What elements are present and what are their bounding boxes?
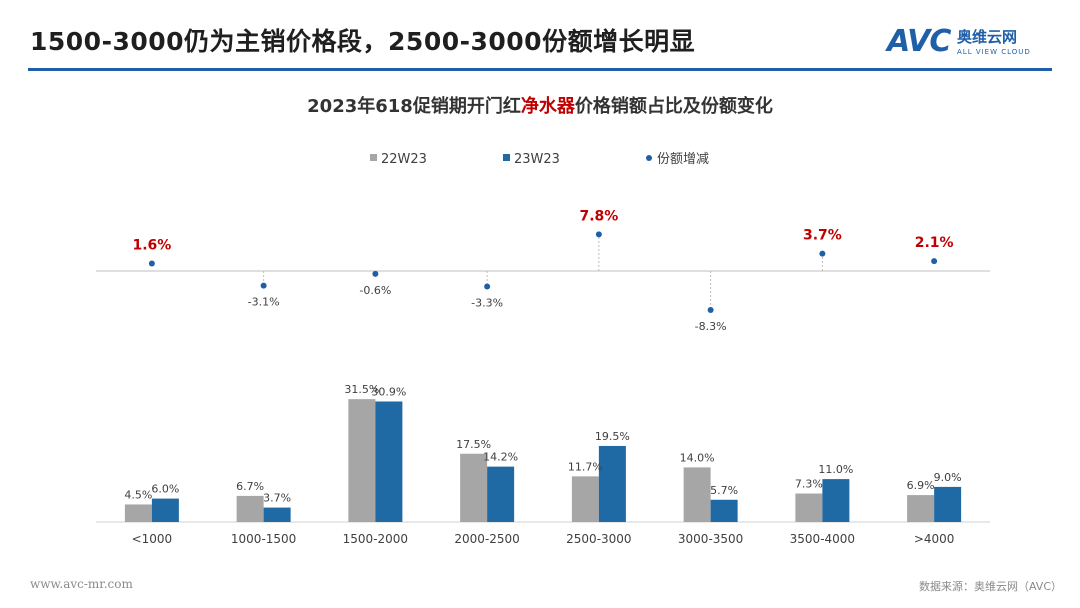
footer-source: 数据来源：奥维云网（AVC） xyxy=(918,580,1062,593)
bar-23w23 xyxy=(263,507,291,522)
avc-logo: AVC 奥维云网 ALL VIEW CLOUD xyxy=(887,24,1052,64)
logo-cn-text: 奥维云网 xyxy=(957,28,1018,46)
legend-share-change-swatch xyxy=(646,155,652,161)
category-tick-label: 1500-2000 xyxy=(343,532,408,546)
legend-23w23-label: 23W23 xyxy=(514,152,560,167)
share-dot xyxy=(931,258,938,265)
category-tick-label: >4000 xyxy=(914,532,955,546)
share-dot xyxy=(484,283,491,290)
legend-share-change-label: 份额增减 xyxy=(657,152,709,167)
share-label: -3.3% xyxy=(471,297,503,310)
share-dot xyxy=(819,250,826,257)
category-tick-label: 3500-4000 xyxy=(790,532,855,546)
bar-23w23 xyxy=(710,499,738,522)
category-tick-label: <1000 xyxy=(132,532,173,546)
legend-22w23-swatch xyxy=(370,154,377,161)
bar-23w23 xyxy=(151,498,179,522)
footer-website: www.avc-mr.com xyxy=(30,577,133,591)
bar-label-22w23: 7.3% xyxy=(795,478,823,491)
bar-22w23 xyxy=(460,453,488,522)
bar-label-22w23: 4.5% xyxy=(124,488,152,501)
category-tick-label: 3000-3500 xyxy=(678,532,743,546)
bar-label-23w23: 30.9% xyxy=(371,385,406,398)
share-label: -8.3% xyxy=(695,320,727,333)
share-label: 7.8% xyxy=(579,208,618,224)
share-label: 2.1% xyxy=(915,235,954,251)
header-rule xyxy=(28,68,1052,71)
category-tick-label: 2000-2500 xyxy=(454,532,519,546)
bar-22w23 xyxy=(571,476,599,522)
share-dot xyxy=(595,231,602,238)
bar-22w23 xyxy=(683,467,711,522)
chart-title-highlight: 净水器 xyxy=(520,96,575,117)
bar-label-23w23: 19.5% xyxy=(595,430,630,443)
logo-en-text: ALL VIEW CLOUD xyxy=(957,48,1031,56)
bar-label-22w23: 31.5% xyxy=(344,383,379,396)
legend-23w23-swatch xyxy=(503,154,510,161)
bar-23w23 xyxy=(375,401,403,522)
bar-23w23 xyxy=(934,486,962,522)
bar-22w23 xyxy=(795,493,823,522)
category-tick-label: 1000-1500 xyxy=(231,532,296,546)
bar-label-22w23: 11.7% xyxy=(568,460,603,473)
share-label: 1.6% xyxy=(132,237,171,253)
bar-22w23 xyxy=(907,495,935,522)
category-tick-label: 2500-3000 xyxy=(566,532,631,546)
legend-22w23-label: 22W23 xyxy=(381,152,427,167)
share-dot xyxy=(707,307,714,314)
bar-label-22w23: 14.0% xyxy=(680,451,715,464)
share-dot xyxy=(260,282,267,289)
bar-label-23w23: 9.0% xyxy=(934,471,962,484)
bar-label-23w23: 5.7% xyxy=(710,484,738,497)
chart-title-prefix: 2023年618促销期开门红 xyxy=(307,96,521,117)
share-label: 3.7% xyxy=(803,228,842,244)
bar-22w23 xyxy=(348,399,376,522)
bar-label-23w23: 14.2% xyxy=(483,451,518,464)
slide-title: 1500-3000仍为主销价格段，2500-3000份额增长明显 xyxy=(30,27,696,56)
bar-label-23w23: 3.7% xyxy=(263,492,291,505)
bar-22w23 xyxy=(236,495,264,522)
bar-23w23 xyxy=(822,479,850,522)
bar-label-22w23: 17.5% xyxy=(456,438,491,451)
share-label: -3.1% xyxy=(248,296,280,309)
bar-label-23w23: 11.0% xyxy=(818,463,853,476)
chart-title: 2023年618促销期开门红净水器价格销额占比及份额变化 xyxy=(0,92,1080,118)
bar-label-22w23: 6.9% xyxy=(907,479,935,492)
bar-23w23 xyxy=(487,466,515,522)
share-dot xyxy=(372,270,379,277)
chart-title-suffix: 价格销额占比及份额变化 xyxy=(574,96,773,117)
share-dot xyxy=(148,260,155,267)
bar-23w23 xyxy=(598,445,626,522)
bar-label-23w23: 6.0% xyxy=(151,483,179,496)
share-label: -0.6% xyxy=(359,284,391,297)
bar-label-22w23: 6.7% xyxy=(236,480,264,493)
logo-avc-text: AVC xyxy=(887,24,951,59)
bar-22w23 xyxy=(124,504,152,522)
